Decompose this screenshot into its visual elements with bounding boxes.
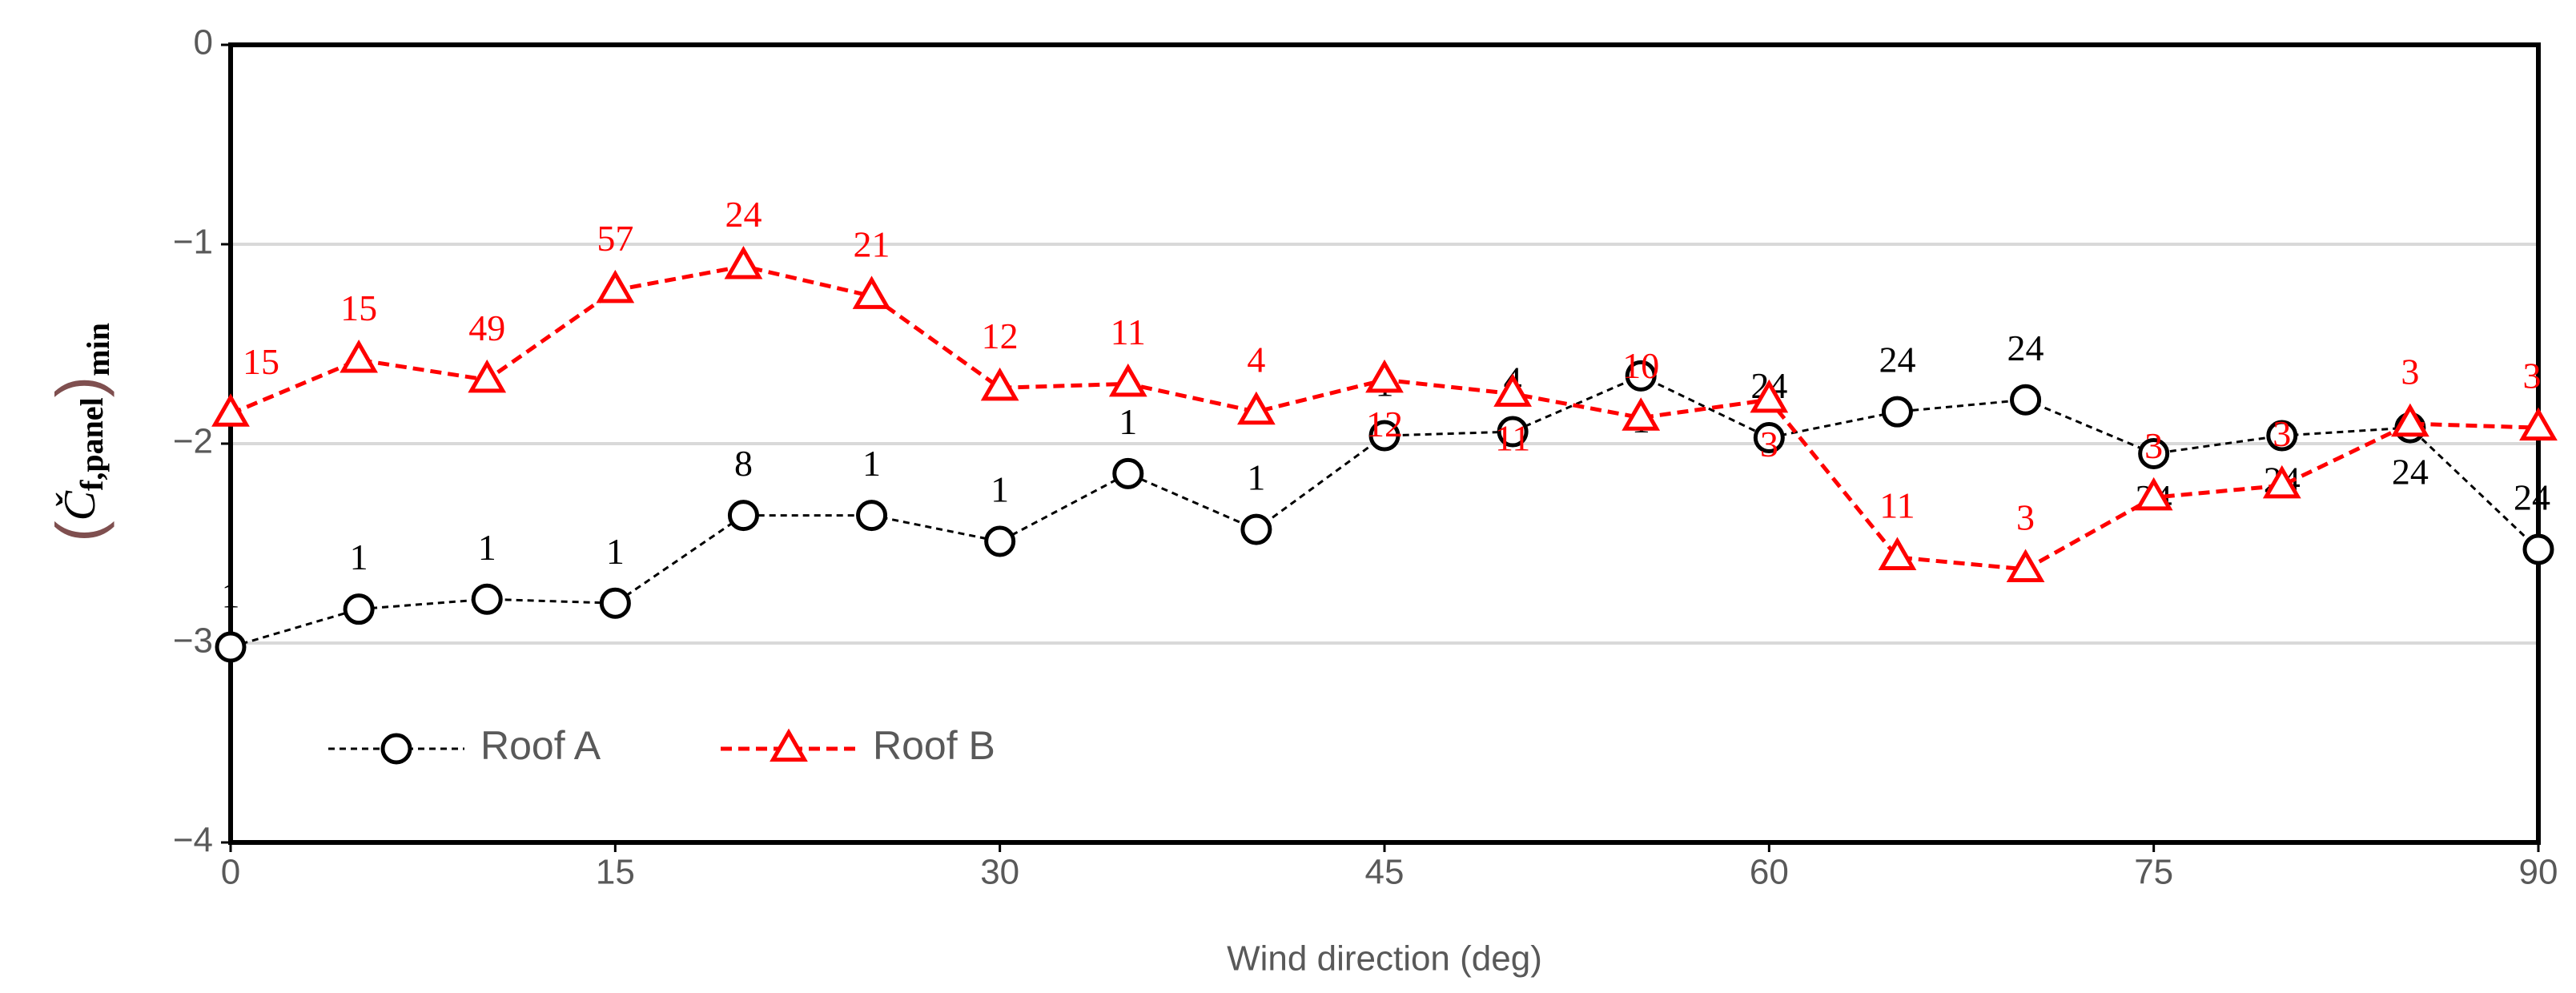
x-axis-label: Wind direction (deg) <box>1227 939 1542 979</box>
data-point <box>1750 379 1789 413</box>
data-point <box>2266 420 2298 452</box>
y-tick-label: 0 <box>194 23 213 62</box>
data-point <box>1365 359 1404 393</box>
point-label: 15 <box>340 287 377 328</box>
data-point <box>1108 363 1147 397</box>
data-point <box>1878 537 1917 571</box>
data-point <box>984 525 1016 557</box>
data-point <box>343 593 375 625</box>
y-axis-label: (Čf,panel)min <box>43 323 116 542</box>
point-label: 49 <box>468 308 505 348</box>
point-label: 10 <box>1622 345 1659 386</box>
point-label: 1 <box>991 469 1009 510</box>
data-point <box>1493 373 1532 407</box>
point-label: 24 <box>1879 340 1915 380</box>
legend-label: Roof B <box>873 723 995 768</box>
data-point <box>1625 360 1657 392</box>
data-point <box>2262 464 2301 499</box>
point-label: 24 <box>2392 452 2429 492</box>
data-point <box>596 269 635 304</box>
data-point <box>1881 396 1913 428</box>
y-label-outer-sub: min <box>80 323 116 376</box>
point-label: 1 <box>222 575 240 616</box>
y-tick-label: −3 <box>173 621 213 661</box>
data-point <box>724 245 763 279</box>
data-point <box>471 583 503 615</box>
x-tick-label: 15 <box>596 853 635 892</box>
data-point <box>1237 391 1276 425</box>
point-label: 11 <box>1495 417 1530 458</box>
point-label: 3 <box>1760 424 1778 464</box>
y-tick-label: −1 <box>173 223 213 262</box>
data-point <box>856 500 888 532</box>
legend-marker <box>380 733 412 765</box>
y-tick-label: −2 <box>173 422 213 461</box>
data-point <box>215 631 247 663</box>
x-tick-label: 75 <box>2134 853 2173 892</box>
data-point <box>2134 476 2173 511</box>
point-label: 8 <box>734 443 753 484</box>
y-label-base: Č <box>55 490 105 521</box>
data-point <box>1112 457 1144 489</box>
point-label: 12 <box>982 316 1019 356</box>
point-label: 4 <box>1247 340 1265 380</box>
point-label: 24 <box>2514 477 2550 518</box>
point-label: 11 <box>1879 484 1915 525</box>
data-point <box>1497 416 1529 448</box>
x-tick-label: 90 <box>2519 853 2558 892</box>
point-label: 3 <box>2401 352 2419 392</box>
data-point <box>1753 422 1785 454</box>
point-label: 1 <box>350 537 368 577</box>
data-point <box>2519 407 2558 441</box>
point-label: 24 <box>725 194 762 235</box>
point-label: 1 <box>478 527 496 568</box>
data-point <box>1240 513 1272 545</box>
x-tick-label: 60 <box>1750 853 1789 892</box>
point-label: 3 <box>2144 425 2163 466</box>
point-label: 1 <box>606 531 625 572</box>
data-point <box>2522 533 2554 565</box>
data-point <box>468 359 507 393</box>
data-point <box>2391 403 2429 437</box>
plot-frame <box>228 42 2541 845</box>
x-tick-label: 0 <box>221 853 240 892</box>
y-axis-label-text: (Čf,panel)min <box>43 323 116 542</box>
data-point <box>2138 437 2170 469</box>
point-label: 11 <box>1111 312 1146 352</box>
legend-marker <box>770 728 808 762</box>
data-point <box>2010 384 2042 416</box>
point-label: 1 <box>1247 457 1265 498</box>
point-label: 24 <box>2007 328 2044 368</box>
point-label: 3 <box>2273 413 2291 454</box>
point-label: 1 <box>862 443 881 484</box>
point-label: 3 <box>2016 496 2035 537</box>
data-point <box>727 500 759 532</box>
point-label: 12 <box>1366 404 1403 444</box>
data-point <box>211 393 250 427</box>
x-tick-label: 30 <box>980 853 1019 892</box>
x-tick-label: 45 <box>1365 853 1405 892</box>
point-label: 3 <box>2523 356 2542 396</box>
legend-label: Roof A <box>480 723 601 768</box>
data-point <box>980 367 1019 401</box>
point-label: 21 <box>854 223 890 264</box>
data-point <box>340 340 378 373</box>
point-label: 57 <box>597 218 633 259</box>
point-label: 1 <box>1119 401 1137 442</box>
data-point <box>2006 549 2045 582</box>
point-label: 15 <box>243 341 279 382</box>
data-point <box>852 275 891 309</box>
y-label-sub: f,panel <box>74 397 110 491</box>
data-point <box>1368 420 1401 452</box>
data-point <box>1622 397 1661 431</box>
data-point <box>599 587 631 619</box>
y-tick-label: −4 <box>173 821 213 860</box>
